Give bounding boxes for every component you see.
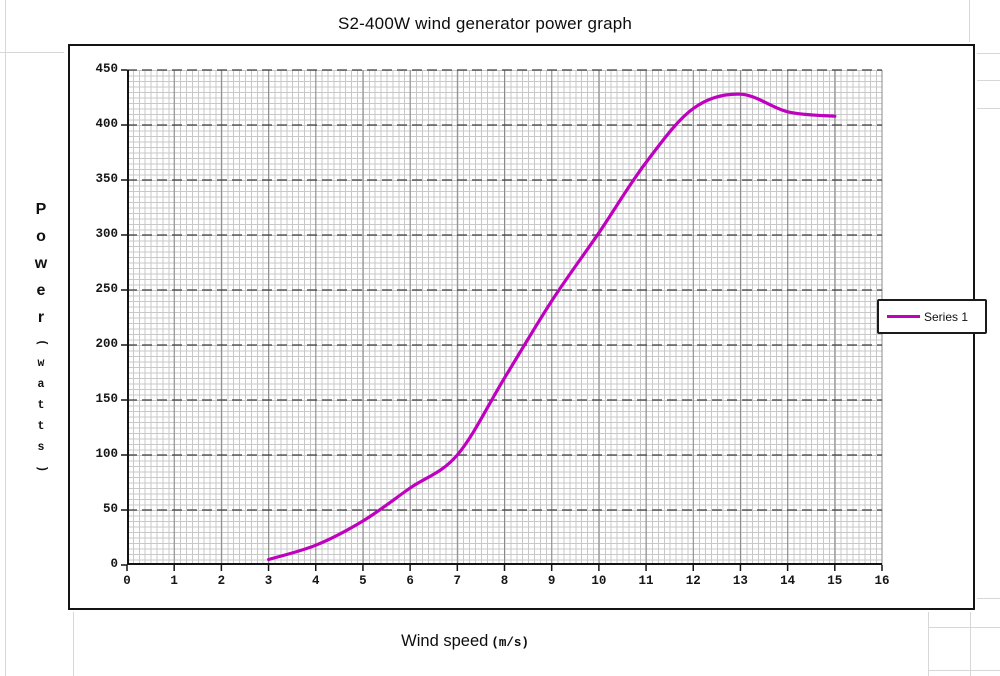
chart-title: S2-400W wind generator power graph — [337, 14, 633, 33]
y-tick-label: 250 — [95, 282, 118, 296]
y-axis-title-letter: r — [37, 309, 45, 326]
y-axis-title-letter: a — [37, 378, 45, 391]
background-grid-line — [977, 80, 1000, 81]
background-grid-line — [928, 612, 929, 676]
y-tick-label: 200 — [95, 337, 118, 351]
x-tick-label: 10 — [591, 574, 607, 588]
x-tick-label: 15 — [827, 574, 843, 588]
plot-area — [121, 69, 883, 571]
y-axis-title-letter: w — [34, 255, 48, 272]
y-axis-title-letter: o — [36, 228, 46, 245]
y-tick-label: 50 — [102, 502, 118, 516]
y-tick-label: 0 — [110, 557, 118, 571]
y-axis-title-letter: w — [37, 357, 45, 370]
y-tick-label: 150 — [95, 392, 118, 406]
y-axis-title-letter: P — [35, 201, 47, 218]
x-tick-label: 1 — [170, 574, 178, 588]
background-grid-line — [73, 612, 74, 676]
background-grid-line — [928, 627, 1000, 628]
background-grid-line — [928, 670, 1000, 671]
background-grid-line — [977, 108, 1000, 109]
y-axis-title-letter: t — [37, 420, 45, 433]
plot-frame: 0 50 100 150 200 250 300 350 400 450 0 1 2 3 4 5 6 7 8 9 10… — [68, 44, 975, 610]
x-tick-label: 14 — [780, 574, 796, 588]
y-axis-title-letter: t — [37, 399, 45, 412]
y-tick-label: 450 — [95, 62, 118, 76]
y-tick-label: 400 — [95, 117, 118, 131]
x-axis-title-text: Wind speed — [401, 632, 489, 650]
y-axis-title-letter: ( — [34, 339, 48, 347]
x-tick-label: 7 — [453, 574, 462, 588]
x-tick-label: 4 — [311, 574, 320, 588]
legend-line-sample — [887, 315, 920, 318]
y-tick-label: 350 — [95, 172, 118, 186]
y-tick-label: 100 — [95, 447, 118, 461]
legend-label: Series 1 — [924, 309, 969, 324]
x-tick-label: 8 — [500, 574, 509, 588]
y-axis-title-letter: s — [37, 441, 45, 454]
x-tick-label: 12 — [685, 574, 701, 588]
x-tick-label: 6 — [406, 574, 414, 588]
background-grid-line — [969, 0, 970, 42]
x-tick-label: 16 — [874, 574, 890, 588]
x-tick-label: 3 — [264, 574, 273, 588]
background-grid-line — [977, 53, 1000, 54]
plot-svg — [121, 69, 883, 571]
y-axis-title-letter: ) — [34, 465, 48, 473]
background-grid-line — [5, 0, 6, 676]
x-tick-label: 11 — [638, 574, 654, 588]
x-axis-title: Wind speed (m/s) — [0, 632, 930, 651]
x-tick-label: 0 — [123, 574, 131, 588]
series-line — [267, 92, 837, 562]
background-grid-line — [977, 598, 1000, 599]
x-tick-label: 2 — [217, 574, 226, 588]
x-axis-title-unit: (m/s) — [491, 636, 529, 650]
y-axis-title-letter: e — [36, 282, 46, 299]
x-tick-label: 5 — [359, 574, 367, 588]
background-grid-line — [0, 52, 64, 53]
x-tick-label: 13 — [732, 574, 748, 588]
x-tick-label: 9 — [547, 574, 556, 588]
y-tick-label: 300 — [95, 227, 118, 241]
legend: Series 1 — [877, 299, 987, 334]
background-grid-line — [970, 612, 971, 676]
